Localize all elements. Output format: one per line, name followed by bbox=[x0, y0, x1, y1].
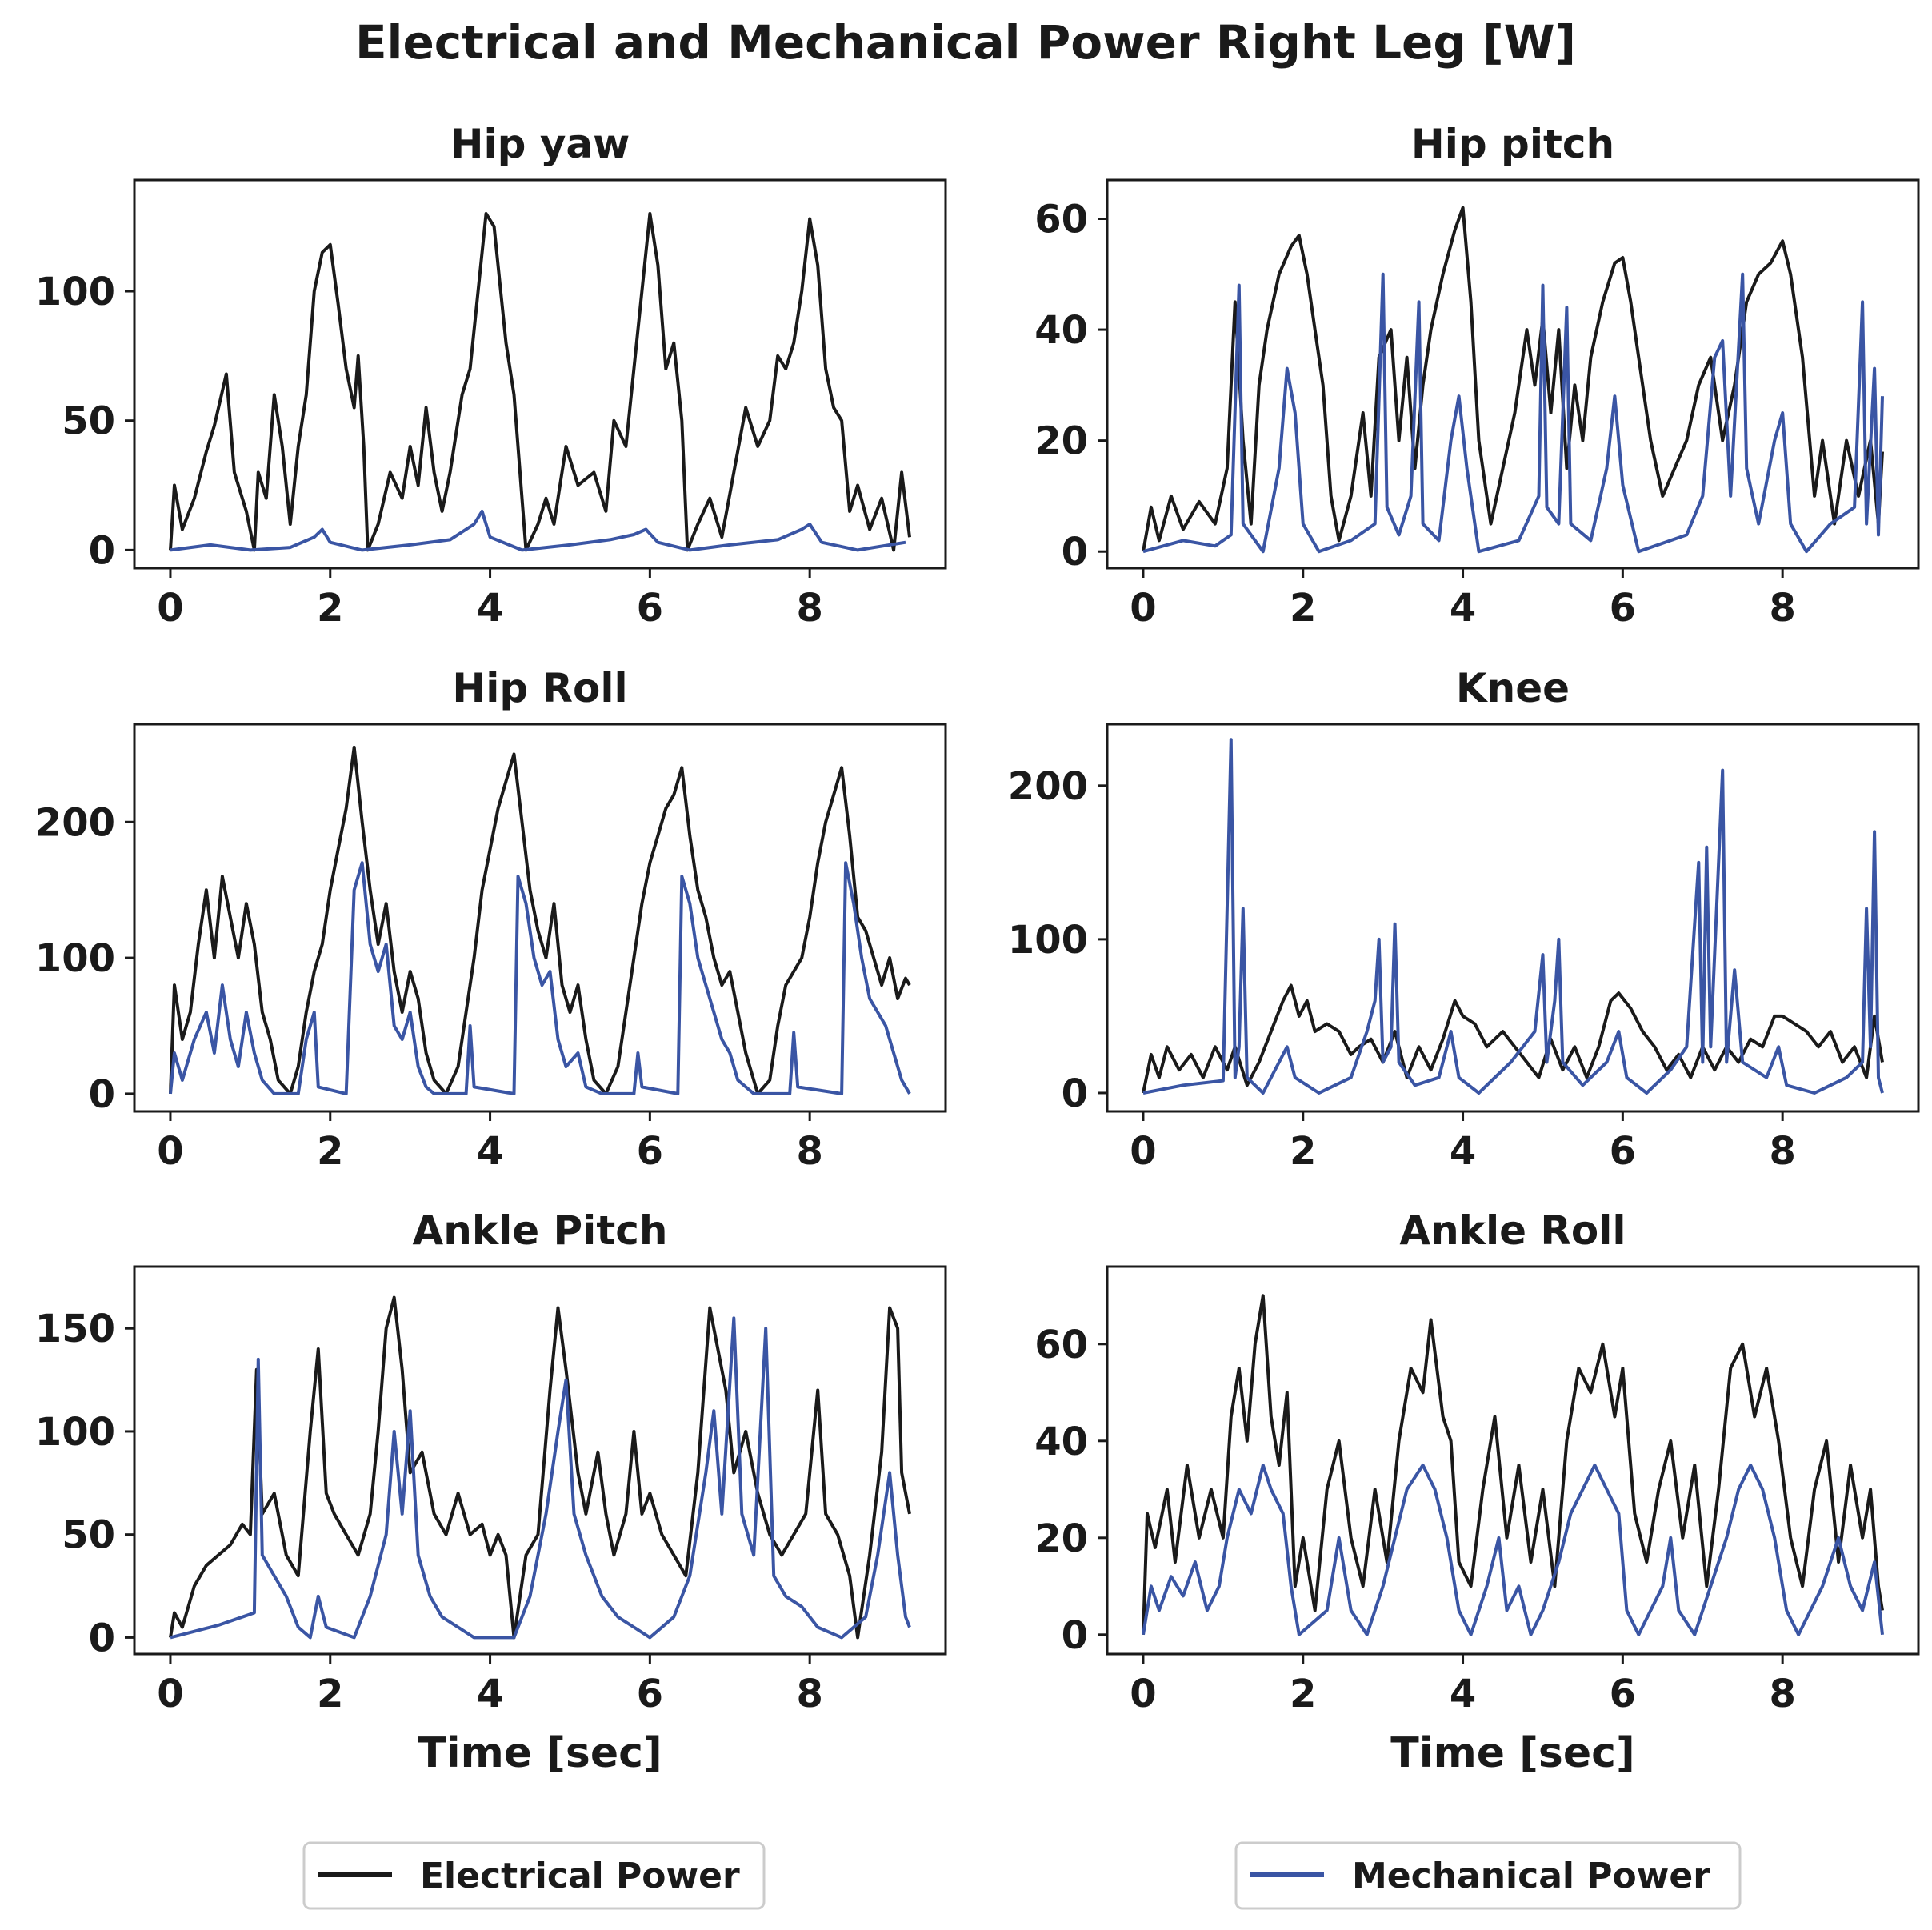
panel-title-hip-pitch: Hip pitch bbox=[1411, 121, 1614, 167]
y-tick-label: 50 bbox=[62, 399, 115, 444]
x-tick-label: 2 bbox=[317, 586, 343, 631]
series-electrical-ankle-roll bbox=[1142, 1294, 1884, 1635]
x-tick-label: 0 bbox=[157, 1672, 183, 1716]
x-tick-label: 2 bbox=[317, 1129, 343, 1174]
x-tick-label: 0 bbox=[1130, 1129, 1156, 1174]
x-tick-label: 4 bbox=[1450, 586, 1476, 631]
y-tick-label: 50 bbox=[62, 1513, 115, 1558]
x-tick-label: 6 bbox=[637, 586, 663, 631]
figure-title: Electrical and Mechanical Power Right Le… bbox=[355, 15, 1576, 70]
x-tick-label: 6 bbox=[637, 1129, 663, 1174]
series-mechanical-ankle-roll bbox=[1142, 1464, 1884, 1636]
y-tick-label: 0 bbox=[89, 1072, 115, 1117]
y-tick-label: 200 bbox=[35, 800, 115, 845]
x-tick-label: 0 bbox=[157, 1129, 183, 1174]
y-tick-label: 20 bbox=[1034, 1516, 1088, 1561]
y-tick-label: 40 bbox=[1034, 308, 1088, 353]
x-tick-label: 2 bbox=[1290, 1129, 1316, 1174]
x-tick-label: 8 bbox=[796, 1129, 822, 1174]
y-tick-label: 200 bbox=[1008, 764, 1088, 809]
y-tick-label: 100 bbox=[35, 270, 115, 314]
axes-frame-hip-pitch bbox=[1106, 178, 1920, 570]
panel-title-hip-yaw: Hip yaw bbox=[450, 121, 630, 167]
x-tick-label: 8 bbox=[1769, 586, 1795, 631]
series-electrical-hip-pitch bbox=[1142, 206, 1884, 552]
series-mechanical-hip-roll bbox=[169, 861, 911, 1095]
series-mechanical-hip-pitch bbox=[1142, 272, 1884, 554]
panel-ankle-roll: Ankle Roll 0 2 4 6 8 0 20 40 60 Time [sec] bbox=[1034, 1207, 1920, 1777]
x-tick-label: 6 bbox=[1610, 1672, 1636, 1716]
x-tick-label: 6 bbox=[1610, 586, 1636, 631]
panel-hip-roll: Hip Roll 0 2 4 6 8 0 100 200 bbox=[35, 665, 947, 1174]
panel-hip-pitch: Hip pitch 0 2 4 6 8 0 20 40 60 bbox=[1034, 121, 1920, 631]
panel-title-knee: Knee bbox=[1456, 665, 1570, 711]
legend-electrical-box bbox=[302, 1841, 766, 1910]
axes-frame-hip-roll bbox=[133, 723, 947, 1113]
series-electrical-ankle-pitch bbox=[169, 1295, 911, 1640]
y-tick-label: 0 bbox=[1062, 1613, 1088, 1658]
x-tick-label: 6 bbox=[637, 1672, 663, 1716]
y-tick-label: 40 bbox=[1034, 1419, 1088, 1464]
series-electrical-knee bbox=[1142, 983, 1884, 1094]
x-tick-label: 6 bbox=[1610, 1129, 1636, 1174]
y-tick-label: 0 bbox=[1062, 1071, 1088, 1116]
legend-electrical: Electrical Power bbox=[302, 1841, 766, 1910]
panel-title-ankle-pitch: Ankle Pitch bbox=[413, 1207, 668, 1254]
series-mechanical-ankle-pitch bbox=[170, 1316, 911, 1640]
x-tick-label: 8 bbox=[1769, 1672, 1795, 1716]
y-tick-label: 60 bbox=[1034, 198, 1088, 242]
series-mechanical-knee bbox=[1142, 738, 1884, 1095]
legend-mechanical: Mechanical Power bbox=[1234, 1841, 1742, 1910]
legend-electrical-label: Electrical Power bbox=[420, 1856, 740, 1896]
x-tick-label: 0 bbox=[157, 586, 183, 631]
x-tick-label: 4 bbox=[477, 1672, 503, 1716]
x-tick-label: 4 bbox=[1450, 1129, 1476, 1174]
x-tick-label: 4 bbox=[1450, 1672, 1476, 1716]
x-tick-label: 4 bbox=[477, 1129, 503, 1174]
x-axis-label-ankle-pitch: Time [sec] bbox=[418, 1729, 662, 1777]
x-tick-label: 8 bbox=[796, 586, 822, 631]
x-tick-label: 2 bbox=[1290, 1672, 1316, 1716]
panel-ankle-pitch: Ankle Pitch 0 2 4 6 8 0 50 100 150 Time [sec] bbox=[35, 1207, 947, 1777]
x-tick-label: 8 bbox=[796, 1672, 822, 1716]
y-tick-label: 150 bbox=[35, 1307, 115, 1351]
series-electrical-hip-yaw bbox=[169, 212, 911, 552]
panel-title-ankle-roll: Ankle Roll bbox=[1399, 1207, 1626, 1254]
axes-frame-knee bbox=[1106, 723, 1920, 1113]
series-electrical-hip-roll bbox=[169, 745, 911, 1095]
axes-frame-hip-yaw bbox=[133, 178, 947, 570]
y-tick-label: 60 bbox=[1034, 1323, 1088, 1367]
panel-hip-yaw: Hip yaw 0 2 4 6 8 0 50 100 bbox=[35, 121, 947, 631]
y-tick-label: 0 bbox=[89, 1616, 115, 1660]
y-tick-label: 0 bbox=[1062, 530, 1088, 575]
y-tick-label: 100 bbox=[35, 1410, 115, 1455]
x-tick-label: 2 bbox=[317, 1672, 343, 1716]
panel-title-hip-roll: Hip Roll bbox=[452, 665, 627, 711]
y-tick-label: 100 bbox=[35, 936, 115, 981]
axes-frame-ankle-roll bbox=[1106, 1265, 1920, 1656]
x-axis-label-ankle-roll: Time [sec] bbox=[1390, 1729, 1634, 1777]
x-tick-label: 0 bbox=[1130, 586, 1156, 631]
legend-mechanical-label: Mechanical Power bbox=[1352, 1856, 1710, 1896]
x-tick-label: 8 bbox=[1769, 1129, 1795, 1174]
legend-mechanical-box bbox=[1234, 1841, 1742, 1910]
series-mechanical-hip-yaw bbox=[170, 509, 906, 552]
y-tick-label: 100 bbox=[1008, 918, 1088, 963]
axes-frame-ankle-pitch bbox=[133, 1265, 947, 1656]
y-tick-label: 0 bbox=[89, 528, 115, 573]
x-tick-label: 4 bbox=[477, 586, 503, 631]
x-tick-label: 2 bbox=[1290, 586, 1316, 631]
panel-knee: Knee 0 2 4 6 8 0 100 200 bbox=[1008, 665, 1920, 1174]
x-tick-label: 0 bbox=[1130, 1672, 1156, 1716]
y-tick-label: 20 bbox=[1034, 419, 1088, 464]
